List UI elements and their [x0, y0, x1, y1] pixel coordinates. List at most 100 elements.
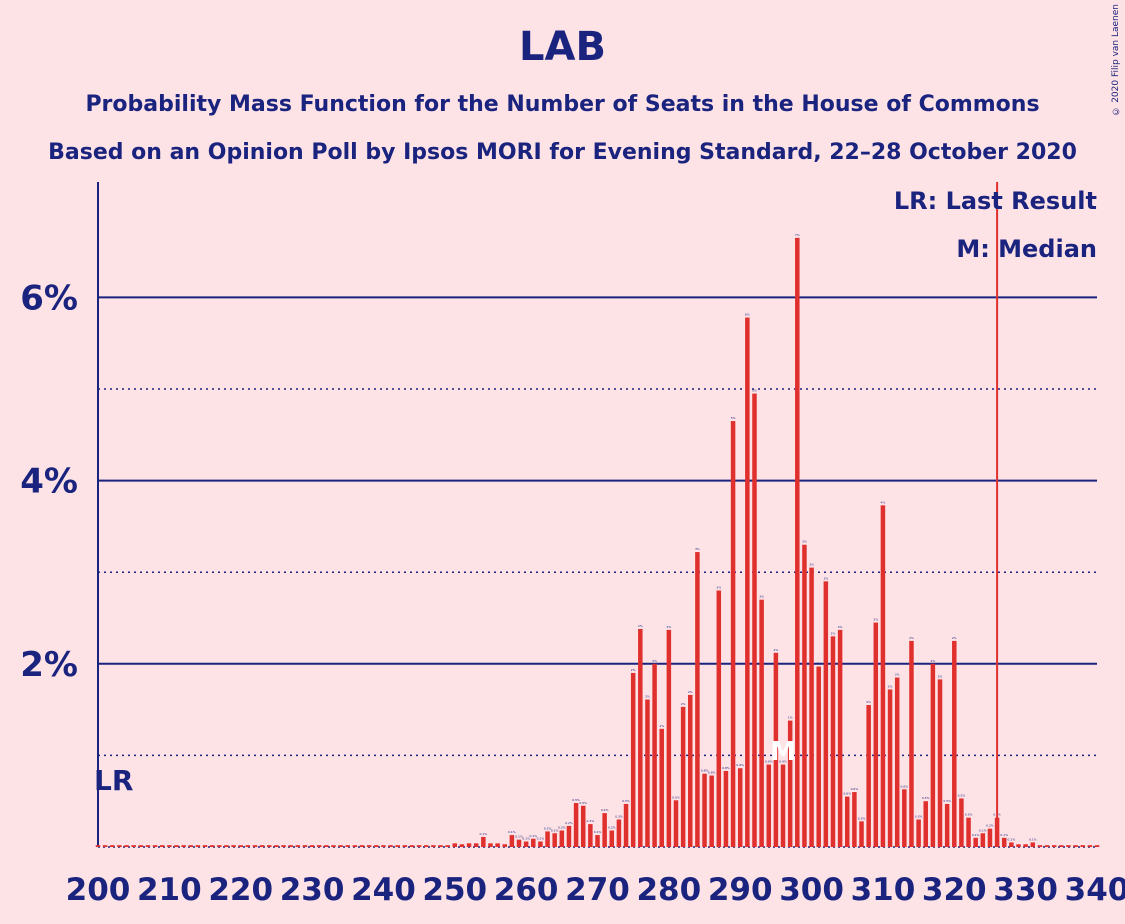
bar-seat-241 [388, 845, 393, 847]
bar-value-label: 3% [759, 595, 764, 599]
bar-seat-292 [752, 393, 757, 847]
bar-value-label: 2% [888, 684, 893, 688]
bar-seat-329 [1016, 844, 1021, 847]
bar-seat-339 [1087, 845, 1093, 847]
x-tick-label: 270 [565, 872, 630, 908]
bar-value-label: 3% [695, 547, 700, 551]
x-tick-label: 220 [208, 872, 273, 908]
bar-value-label: 2% [816, 662, 821, 666]
bar-value-label: 0.1% [979, 828, 987, 832]
bar-value-label: 2% [645, 695, 650, 699]
bar-seat-308 [866, 705, 871, 847]
bar-seat-226 [281, 845, 286, 847]
bar-value-label: 0.1% [480, 832, 488, 836]
bar-seat-322 [966, 817, 971, 847]
bar-seat-217 [217, 845, 222, 847]
bar-seat-265 [559, 830, 565, 847]
bar-value-label: 2% [873, 618, 878, 622]
bar-value-label: 0.3% [965, 813, 973, 817]
bar-seat-337 [1073, 845, 1078, 847]
bar-value-label: 0.5% [572, 798, 580, 802]
bar-seat-309 [873, 622, 879, 847]
bar-value-label: 0.3% [915, 815, 923, 819]
bar-value-label: 0.9% [765, 760, 773, 764]
bar-seat-287 [716, 590, 722, 847]
bar-seat-282 [680, 706, 686, 847]
bar-seat-290 [737, 768, 743, 847]
bar-seat-231 [316, 845, 322, 847]
bar-seat-205 [131, 845, 136, 847]
bar-seat-247 [431, 845, 436, 847]
bar-seat-315 [916, 819, 921, 847]
bar-value-label: 0.1% [522, 837, 530, 841]
bar-seat-232 [324, 845, 329, 847]
bar-seat-331 [1030, 842, 1036, 847]
bar-seat-202 [110, 845, 115, 847]
legend-last-result: LR: Last Result [894, 187, 1097, 215]
bar-seat-242 [395, 845, 400, 847]
bar-value-label: 2% [638, 624, 643, 628]
bar-seat-279 [659, 728, 664, 847]
bar-seat-225 [274, 845, 279, 847]
bar-value-label: 0.1% [551, 828, 559, 832]
bar-value-label: 0.2% [544, 826, 552, 830]
bar-seat-269 [588, 824, 593, 847]
bar-value-label: 0.4% [601, 808, 609, 812]
bar-seat-289 [730, 421, 736, 847]
bar-seat-227 [288, 845, 293, 847]
bar-value-label: 0.5% [922, 796, 930, 800]
bar-value-label: 0.5% [622, 799, 630, 803]
x-tick-label: 210 [137, 872, 202, 908]
bar-value-label: 0.8% [701, 769, 709, 773]
bar-value-label: 0.6% [843, 792, 851, 796]
bar-value-label: 0.5% [672, 795, 680, 799]
bar-seat-256 [495, 843, 500, 847]
bar-seat-235 [345, 845, 350, 847]
bar-value-label: 2% [774, 648, 779, 652]
bar-seat-262 [538, 841, 543, 847]
bar-seat-222 [252, 845, 258, 847]
bar-seat-233 [331, 845, 336, 847]
x-tick-label: 240 [351, 872, 416, 908]
bar-seat-201 [102, 845, 108, 847]
bar-seat-209 [159, 845, 165, 847]
y-tick-label: 6% [20, 278, 78, 318]
bar-value-label: 2% [688, 690, 693, 694]
bar-seat-260 [523, 841, 529, 847]
bar-value-label: 0.1% [1000, 833, 1008, 837]
bar-value-label: 0.2% [608, 826, 616, 830]
bar-value-label: 2% [938, 674, 943, 678]
bar-seat-215 [202, 845, 208, 847]
chart-subtitle: Probability Mass Function for the Number… [85, 92, 1040, 117]
bar-value-label: 3% [823, 576, 828, 580]
bar-seat-297 [787, 720, 793, 847]
bar-seat-250 [452, 843, 458, 847]
bar-seat-263 [545, 831, 550, 847]
bar-seat-296 [780, 764, 786, 847]
bar-seat-237 [359, 845, 365, 847]
bar-seat-288 [723, 770, 729, 847]
bar-seat-294 [766, 764, 772, 847]
x-tick-label: 310 [851, 872, 916, 908]
bar-value-label: 2% [895, 673, 900, 677]
bar-seat-303 [830, 636, 836, 847]
bar-seat-266 [566, 825, 572, 847]
bar-value-label: 0.2% [565, 821, 573, 825]
bar-value-label: 2% [666, 625, 671, 629]
x-tick-label: 320 [922, 872, 987, 908]
bar-value-label: 0.1% [529, 834, 537, 838]
bar-seat-204 [124, 845, 129, 847]
bar-seat-330 [1023, 844, 1028, 847]
bar-seat-291 [745, 317, 750, 847]
x-tick-label: 200 [66, 872, 131, 908]
bar-seat-301 [816, 666, 821, 847]
bar-seat-238 [366, 845, 372, 847]
median-marker: M [770, 737, 796, 767]
bar-seat-268 [580, 805, 586, 847]
bar-seat-254 [481, 836, 486, 847]
bar-seat-312 [894, 677, 900, 847]
bar-seat-255 [488, 843, 493, 847]
x-tick-label: 250 [422, 872, 487, 908]
bar-seat-317 [930, 663, 936, 847]
